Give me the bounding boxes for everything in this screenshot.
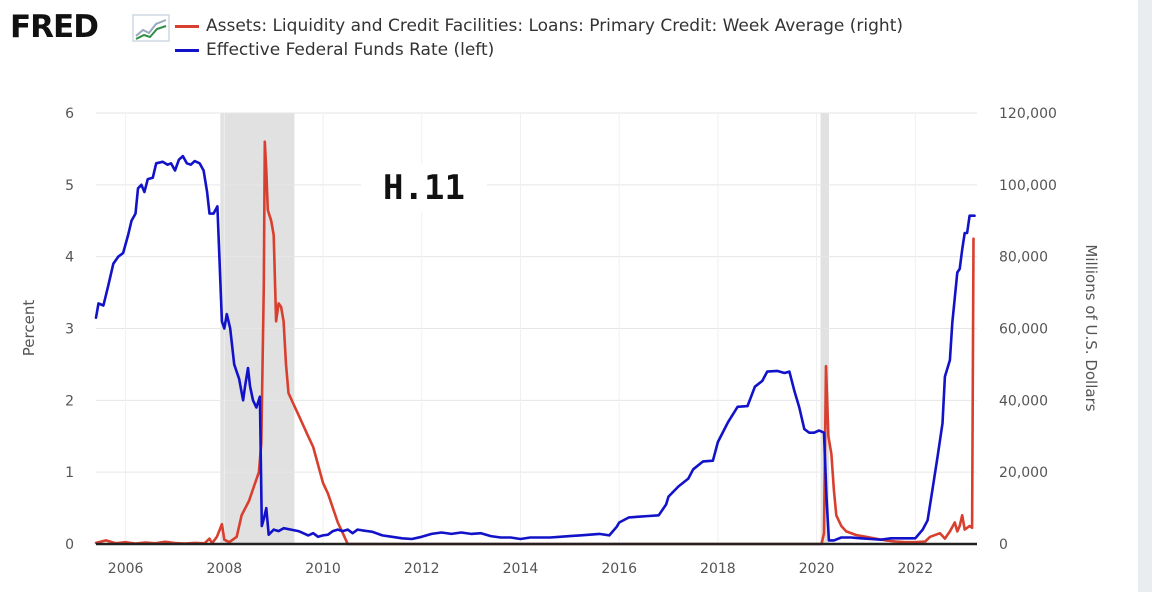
x-tick-label: 2006: [108, 561, 144, 577]
page-scrollbar-track[interactable]: [1138, 0, 1152, 592]
trend-chart-icon: [132, 14, 170, 42]
x-tick-label: 2022: [897, 561, 933, 577]
x-tick-label: 2012: [404, 561, 440, 577]
right-tick-label: 60,000: [999, 322, 1048, 338]
left-axis-title: Percent: [20, 300, 38, 357]
right-tick-label: 80,000: [999, 250, 1048, 266]
legend-label-primary-credit: Assets: Liquidity and Credit Facilities:…: [206, 16, 903, 36]
legend-item-primary-credit[interactable]: Assets: Liquidity and Credit Facilities:…: [175, 14, 975, 38]
series-line-fed-funds-rate: [94, 154, 976, 542]
right-tick-label: 100,000: [999, 178, 1057, 194]
annotation-backing: [361, 164, 487, 212]
chart-legend: Assets: Liquidity and Credit Facilities:…: [175, 14, 975, 62]
x-tick-label: 2016: [601, 561, 637, 577]
left-tick-label: 4: [65, 250, 74, 266]
legend-swatch-blue: [175, 49, 199, 52]
fred-logo-text: FRED: [10, 9, 99, 45]
left-tick-label: 3: [65, 322, 74, 338]
x-tick-label: 2020: [799, 561, 835, 577]
right-tick-label: 120,000: [999, 106, 1057, 122]
right-tick-label: 0: [999, 537, 1008, 553]
left-tick-label: 2: [65, 393, 74, 409]
legend-item-fed-funds[interactable]: Effective Federal Funds Rate (left): [175, 38, 975, 62]
x-tick-label: 2008: [207, 561, 243, 577]
right-axis-title: Millions of U.S. Dollars: [1082, 244, 1100, 411]
left-tick-label: 6: [65, 106, 74, 122]
right-tick-label: 20,000: [999, 465, 1048, 481]
x-tick-label: 2014: [503, 561, 539, 577]
right-tick-label: 40,000: [999, 393, 1048, 409]
series-line-primary-credit: [94, 140, 975, 546]
left-tick-label: 0: [65, 537, 74, 553]
h11-annotation: H.11: [383, 168, 465, 208]
x-tick-label: 2010: [305, 561, 341, 577]
left-tick-label: 1: [65, 465, 74, 481]
x-tick-label: 2018: [700, 561, 736, 577]
legend-swatch-red: [175, 25, 199, 28]
legend-label-fed-funds: Effective Federal Funds Rate (left): [206, 40, 495, 60]
left-tick-label: 5: [65, 178, 74, 194]
